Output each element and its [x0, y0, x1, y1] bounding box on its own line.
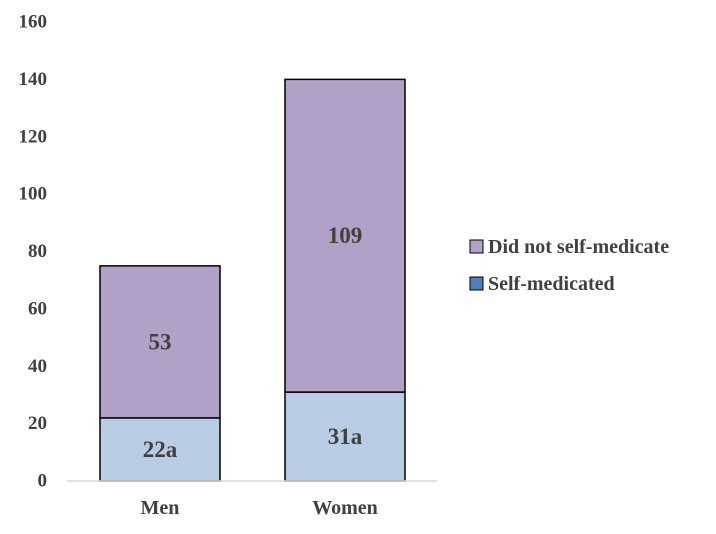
legend-swatch-self-medicated: [469, 276, 484, 291]
data-label-women-did-not-self-medicate: 109: [328, 223, 363, 248]
y-tick-label-0: 0: [38, 471, 48, 492]
legend-swatch-did-not-self-medicate: [469, 239, 484, 254]
legend-label-did-not-self-medicate: Did not self-medicate: [488, 236, 669, 258]
legend: Did not self-medicate Self-medicated: [469, 236, 669, 295]
y-axis-ticks: 0 20 40 60 80 100 120 140 160: [19, 12, 48, 492]
y-tick-label-80: 80: [28, 241, 47, 262]
data-label-men-did-not-self-medicate: 53: [149, 329, 172, 354]
data-label-men-self-medicated: 22a: [143, 437, 178, 462]
x-category-label-men: Men: [141, 497, 180, 519]
x-axis-categories: Men Women: [141, 497, 378, 519]
y-tick-label-120: 120: [19, 126, 48, 147]
bar-women-did-not-self-medicate: [284, 78, 406, 393]
y-tick-label-140: 140: [19, 69, 48, 90]
data-label-women-self-medicated: 31a: [328, 424, 363, 449]
bar-men-did-not-self-medicate: [99, 265, 221, 419]
x-category-label-women: Women: [312, 497, 378, 519]
bars: 22a 53 31a 109: [99, 78, 406, 482]
y-tick-label-40: 40: [28, 356, 47, 377]
bar-men-self-medicated: [99, 417, 221, 482]
y-tick-label-20: 20: [28, 413, 47, 434]
y-tick-label-60: 60: [28, 298, 47, 319]
legend-label-self-medicated: Self-medicated: [488, 273, 615, 295]
y-tick-label-160: 160: [19, 12, 48, 33]
y-tick-label-100: 100: [19, 184, 48, 205]
